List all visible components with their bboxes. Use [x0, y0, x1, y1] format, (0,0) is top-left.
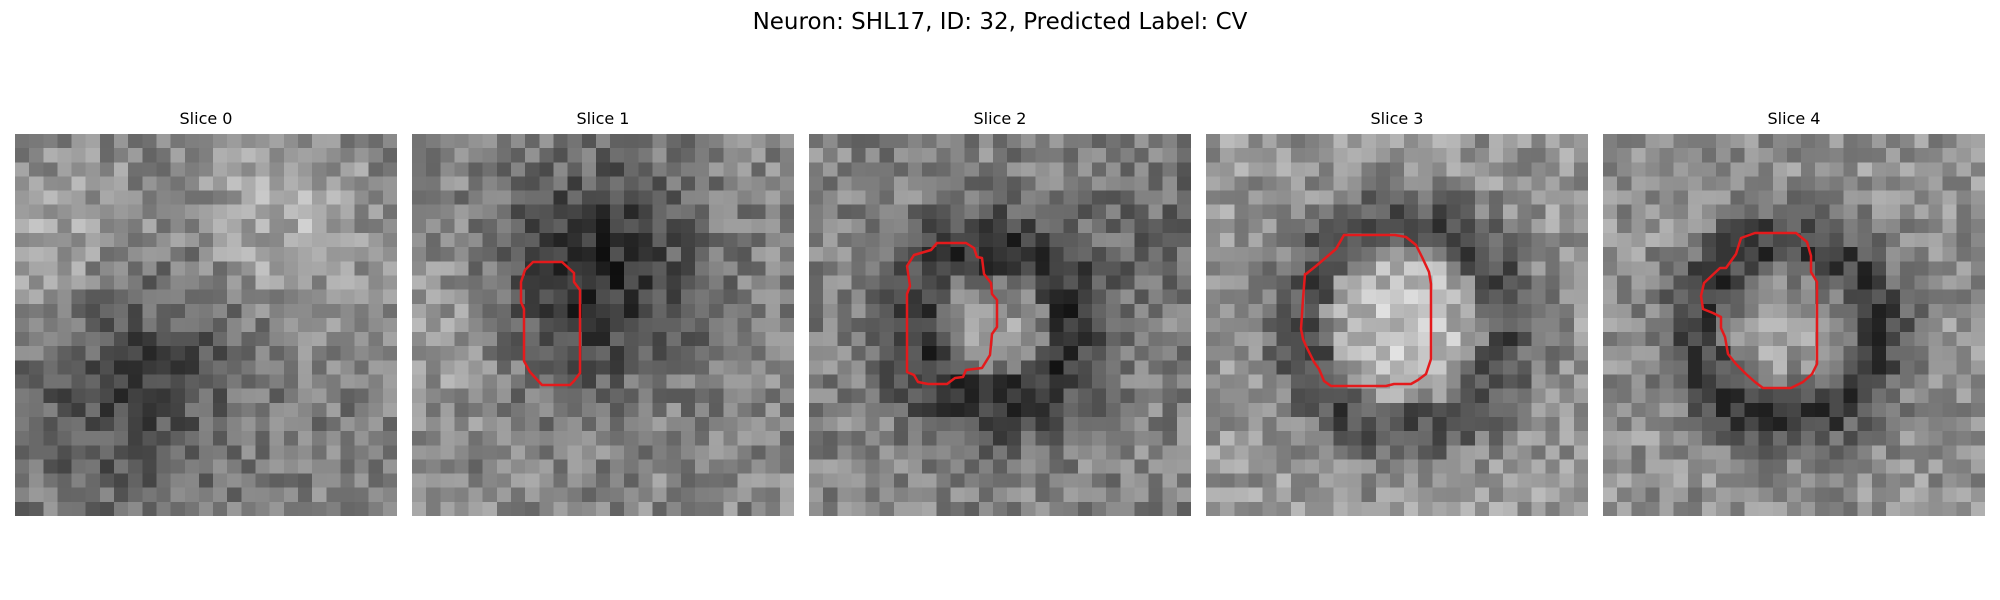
slice-image: [1603, 134, 1985, 516]
em-patch: [1206, 134, 1588, 516]
vesicle-outline: [905, 241, 999, 386]
slice-panel-2: Slice 2: [809, 108, 1191, 516]
slice-title: Slice 0: [179, 109, 233, 128]
em-patch: [15, 134, 397, 516]
vesicle-outline: [1299, 233, 1433, 388]
slice-panel-4: Slice 4: [1603, 108, 1985, 516]
em-patch: [1603, 134, 1985, 516]
slice-panel-3: Slice 3: [1206, 108, 1588, 516]
em-patch: [412, 134, 794, 516]
slice-title: Slice 1: [576, 109, 630, 128]
vesicle-outline: [519, 260, 582, 387]
slice-title: Slice 4: [1767, 109, 1821, 128]
segmentation-outline: [519, 260, 582, 387]
slice-image: [1206, 134, 1588, 516]
segmentation-outline: [1699, 231, 1819, 390]
slice-image: [15, 134, 397, 516]
slice-title: Slice 3: [1370, 109, 1424, 128]
slice-panel-0: Slice 0: [15, 108, 397, 516]
slice-image: [809, 134, 1191, 516]
figure-title: Neuron: SHL17, ID: 32, Predicted Label: …: [752, 9, 1248, 35]
slice-panel-1: Slice 1: [412, 108, 794, 516]
em-patch: [809, 134, 1191, 516]
vesicle-outline: [1699, 231, 1819, 390]
slice-image: [412, 134, 794, 516]
segmentation-outline: [1299, 233, 1433, 388]
segmentation-outline: [905, 241, 999, 386]
slice-title: Slice 2: [973, 109, 1027, 128]
